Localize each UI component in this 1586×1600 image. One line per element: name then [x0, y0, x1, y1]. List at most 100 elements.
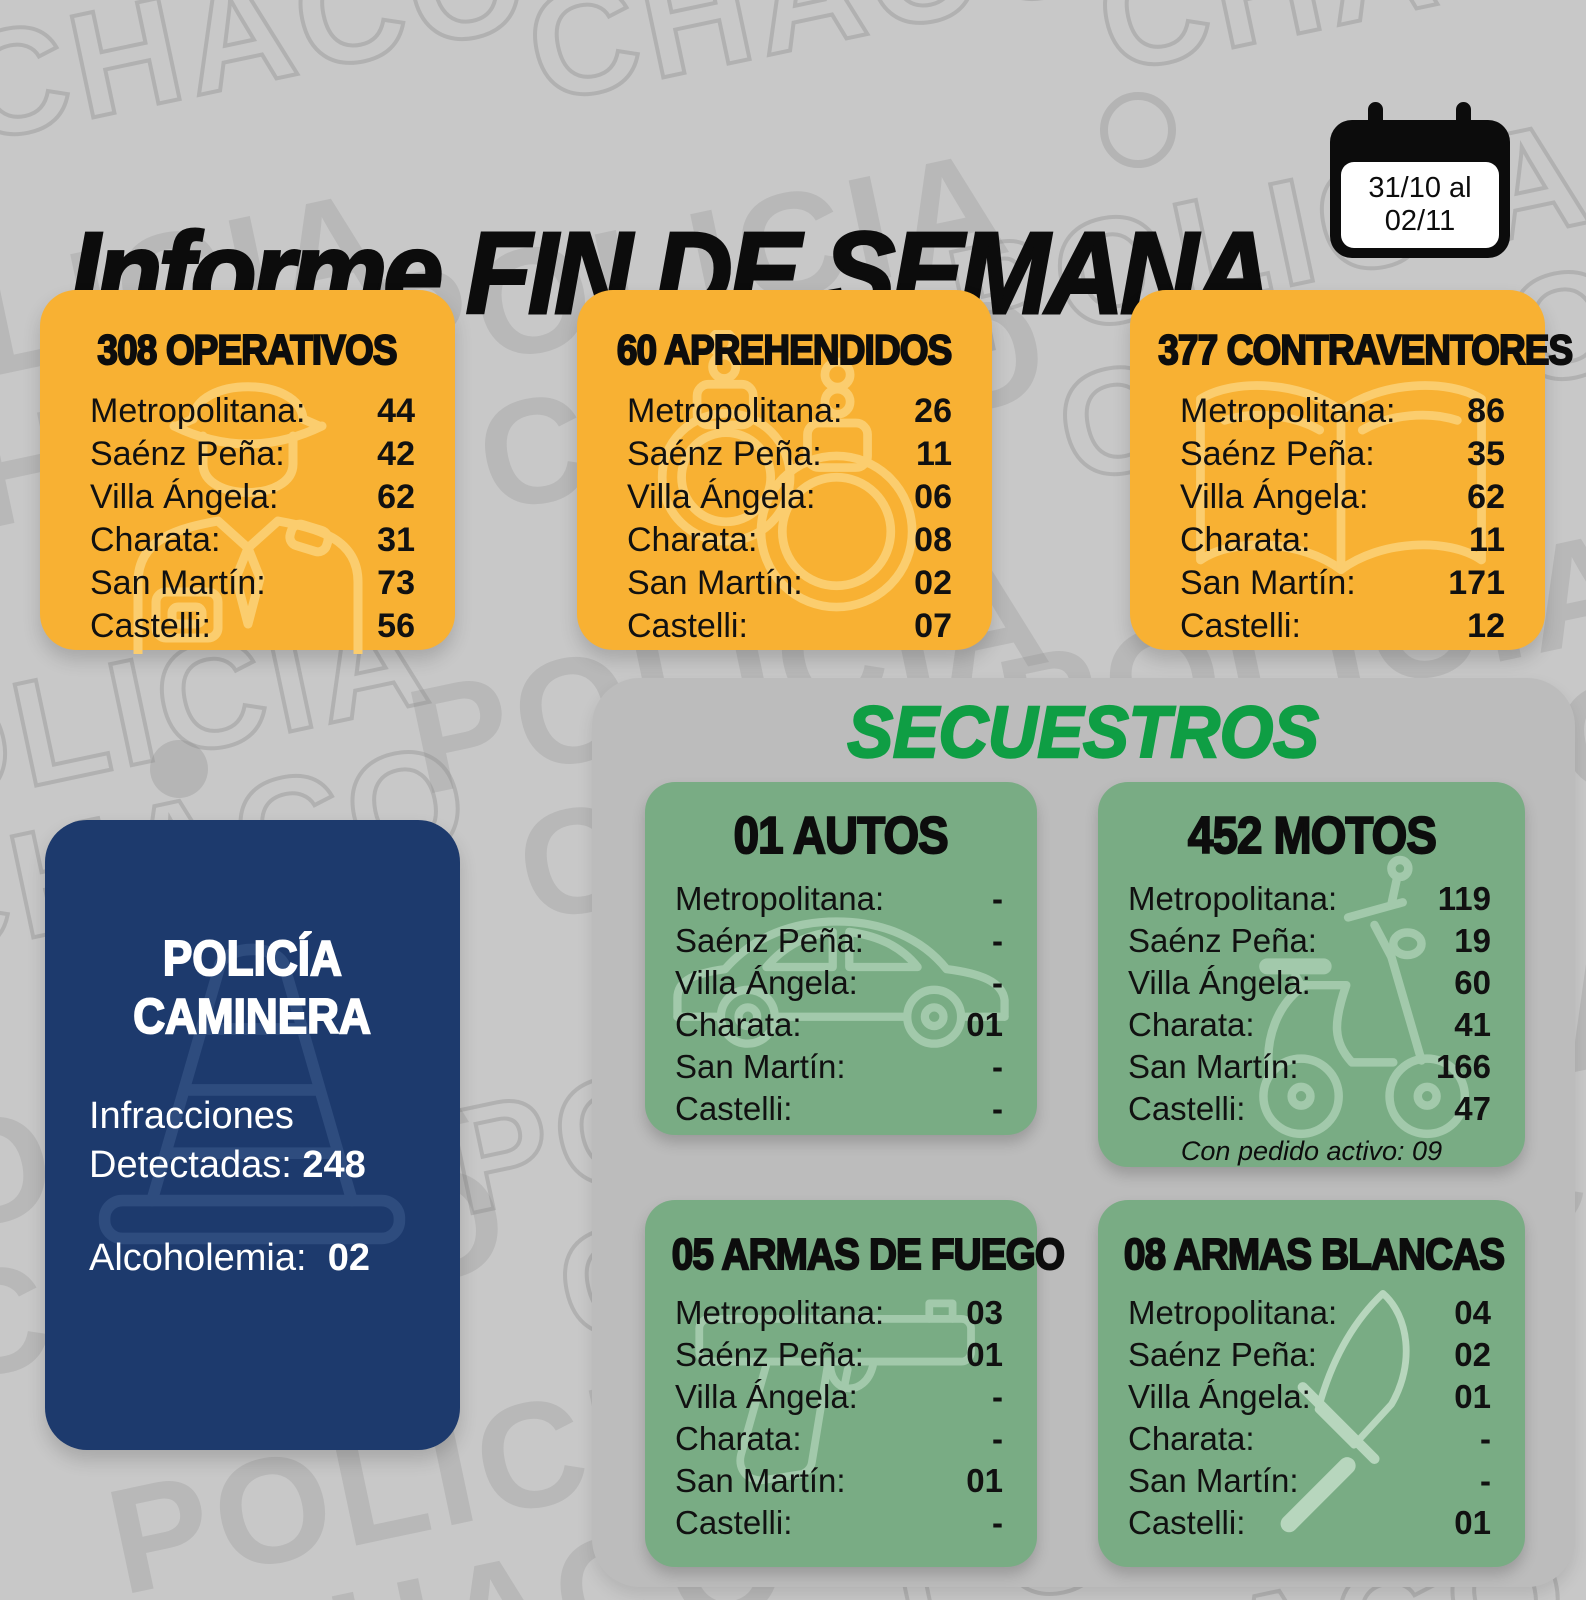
region-value: 86 — [1467, 392, 1505, 430]
region-value: 07 — [914, 607, 952, 645]
alcoholemia-value: 02 — [327, 1237, 370, 1279]
stat-row: Saénz Peña: 42 — [90, 433, 415, 476]
card-policia-caminera: POLICÍA CAMINERA Infracciones Detectadas… — [45, 820, 460, 1450]
stat-row: Saénz Peña: 35 — [1180, 433, 1505, 476]
region-label: Castelli: — [675, 1504, 793, 1541]
stat-row: Metropolitana: 86 — [1180, 390, 1505, 433]
infracciones-value: 248 — [302, 1144, 366, 1186]
stat-row: Saénz Peña: 01 — [675, 1334, 1003, 1376]
region-label: Saénz Peña: — [1180, 435, 1375, 473]
stat-row: Castelli: - — [675, 1502, 1003, 1544]
region-value: 42 — [377, 435, 415, 473]
secuestros-title: SECUESTROS — [847, 692, 1321, 775]
region-value: 01 — [966, 1336, 1003, 1373]
stat-row: Metropolitana: 119 — [1128, 878, 1491, 920]
stat-row: San Martín: 02 — [627, 562, 952, 605]
stat-row: Castelli: 56 — [90, 605, 415, 648]
region-label: Castelli: — [90, 607, 211, 645]
region-value: - — [992, 1048, 1003, 1085]
card-title: POLICÍA CAMINERA — [45, 930, 460, 1046]
region-value: 02 — [1454, 1336, 1491, 1373]
stat-row: Saénz Peña: - — [675, 920, 1003, 962]
knife-icon — [1280, 1290, 1410, 1533]
region-label: Metropolitana: — [90, 392, 306, 430]
stat-row: Charata: 01 — [675, 1004, 1003, 1046]
stat-row: Saénz Peña: 19 — [1128, 920, 1491, 962]
region-value: 02 — [914, 564, 952, 602]
card-title-line2: CAMINERA — [133, 989, 372, 1045]
region-label: Castelli: — [675, 1090, 793, 1127]
region-label: Villa Ángela: — [90, 478, 279, 516]
stat-row: San Martín: 171 — [1180, 562, 1505, 605]
stat-row: Villa Ángela: - — [675, 1376, 1003, 1418]
car-icon — [673, 917, 1009, 1048]
watermark-dot — [1100, 92, 1176, 168]
region-value: 56 — [377, 607, 415, 645]
traffic-cone-icon — [98, 943, 406, 1245]
watermark-text: POLICIACHACO — [0, 0, 548, 177]
region-label: Saénz Peña: — [1128, 922, 1317, 959]
motos-footnote: Con pedido activo: 09 — [1180, 1136, 1443, 1166]
card-title: 05 ARMAS DE FUEGO — [671, 1229, 1066, 1280]
card-title: 08 ARMAS BLANCAS — [1123, 1229, 1506, 1280]
card-aprehendidos: 60 APREHENDIDOS Metropolitana: 26 Saénz P… — [577, 290, 992, 650]
region-label: Villa Ángela: — [675, 1378, 858, 1415]
region-value: 06 — [914, 478, 952, 516]
region-value: - — [992, 880, 1003, 917]
region-value: 166 — [1435, 1048, 1491, 1085]
region-label: Metropolitana: — [1128, 880, 1338, 917]
stat-row: Saénz Peña: 11 — [627, 433, 952, 476]
region-label: Villa Ángela: — [1180, 478, 1369, 516]
stats-list: Metropolitana: 03 Saénz Peña: 01 Villa Áng… — [645, 1292, 1037, 1544]
region-value: 03 — [966, 1294, 1003, 1331]
stat-row: Metropolitana: 03 — [675, 1292, 1003, 1334]
region-label: Charata: — [1128, 1420, 1255, 1457]
card-title: 452 MOTOS — [1187, 806, 1438, 866]
calendar-body: 31/10 al 02/11 — [1330, 120, 1510, 258]
stat-row: Villa Ángela: 62 — [1180, 476, 1505, 519]
stat-row: San Martín: 166 — [1128, 1046, 1491, 1088]
region-label: San Martín: — [675, 1462, 846, 1499]
date-range: 31/10 al 02/11 — [1341, 162, 1499, 248]
region-value: 47 — [1454, 1090, 1491, 1127]
stat-row: Villa Ángela: 01 — [1128, 1376, 1491, 1418]
card-autos: 01 AUTOS Metropolitana: - Saénz Peña: - Vi… — [645, 782, 1037, 1135]
region-label: San Martín: — [627, 564, 803, 602]
stat-row: Charata: - — [1128, 1418, 1491, 1460]
card-contraventores: 377 CONTRAVENTORES Metropolitana: 86 Saén… — [1130, 290, 1574, 650]
stat-row: Charata: 41 — [1128, 1004, 1491, 1046]
watermark-dot — [150, 740, 208, 798]
card-title: 308 OPERATIVOS — [97, 325, 399, 374]
infracciones-stat: Infracciones Detectadas: 248 — [45, 1092, 460, 1190]
stat-row: Charata: 31 — [90, 519, 415, 562]
date-range-line2: 02/11 — [1384, 205, 1456, 237]
region-value: - — [992, 1420, 1003, 1457]
region-label: Castelli: — [1180, 607, 1301, 645]
stat-row: Charata: 11 — [1180, 519, 1505, 562]
card-title: 377 CONTRAVENTORES — [1157, 325, 1574, 374]
region-value: 62 — [1467, 478, 1505, 516]
detectadas-label: Detectadas: — [89, 1144, 292, 1186]
region-label: Charata: — [627, 521, 758, 559]
region-label: Saénz Peña: — [675, 1336, 864, 1373]
region-label: Charata: — [675, 1006, 802, 1043]
stat-row: Metropolitana: 26 — [627, 390, 952, 433]
infracciones-label: Infracciones — [89, 1095, 294, 1137]
region-label: Metropolitana: — [627, 392, 843, 430]
region-value: 01 — [1454, 1378, 1491, 1415]
region-label: San Martín: — [1128, 1048, 1299, 1085]
stat-row: Castelli: 47 — [1128, 1088, 1491, 1130]
region-value: - — [1480, 1462, 1491, 1499]
open-book-icon — [1196, 381, 1486, 575]
region-value: 171 — [1448, 564, 1505, 602]
region-value: 11 — [916, 435, 952, 473]
stat-row: San Martín: 73 — [90, 562, 415, 605]
stats-list: Metropolitana: 44 Saénz Peña: 42 Villa Áng… — [40, 390, 455, 648]
watermark-text: POLICIACHACO — [402, 0, 1117, 141]
card-title: 01 AUTOS — [733, 806, 950, 866]
region-label: San Martín: — [1180, 564, 1356, 602]
stat-row: Metropolitana: - — [675, 878, 1003, 920]
region-label: Villa Ángela: — [1128, 1378, 1311, 1415]
region-label: Castelli: — [627, 607, 748, 645]
